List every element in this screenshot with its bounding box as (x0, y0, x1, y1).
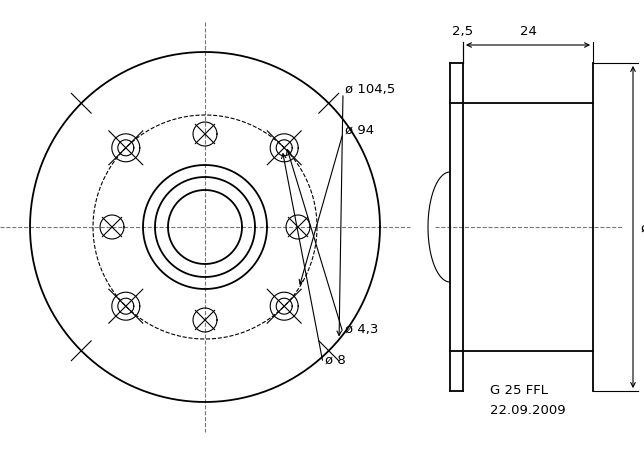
Text: ø 8: ø 8 (325, 353, 346, 366)
Text: 24: 24 (520, 25, 536, 38)
Text: 22.09.2009: 22.09.2009 (490, 403, 565, 415)
Text: ø 4,3: ø 4,3 (345, 323, 379, 336)
Text: G 25 FFL: G 25 FFL (490, 383, 548, 396)
Text: ø 75: ø 75 (641, 221, 644, 234)
Text: ø 94: ø 94 (345, 123, 374, 136)
Text: 2,5: 2,5 (453, 25, 473, 38)
Text: ø 104,5: ø 104,5 (345, 83, 395, 96)
